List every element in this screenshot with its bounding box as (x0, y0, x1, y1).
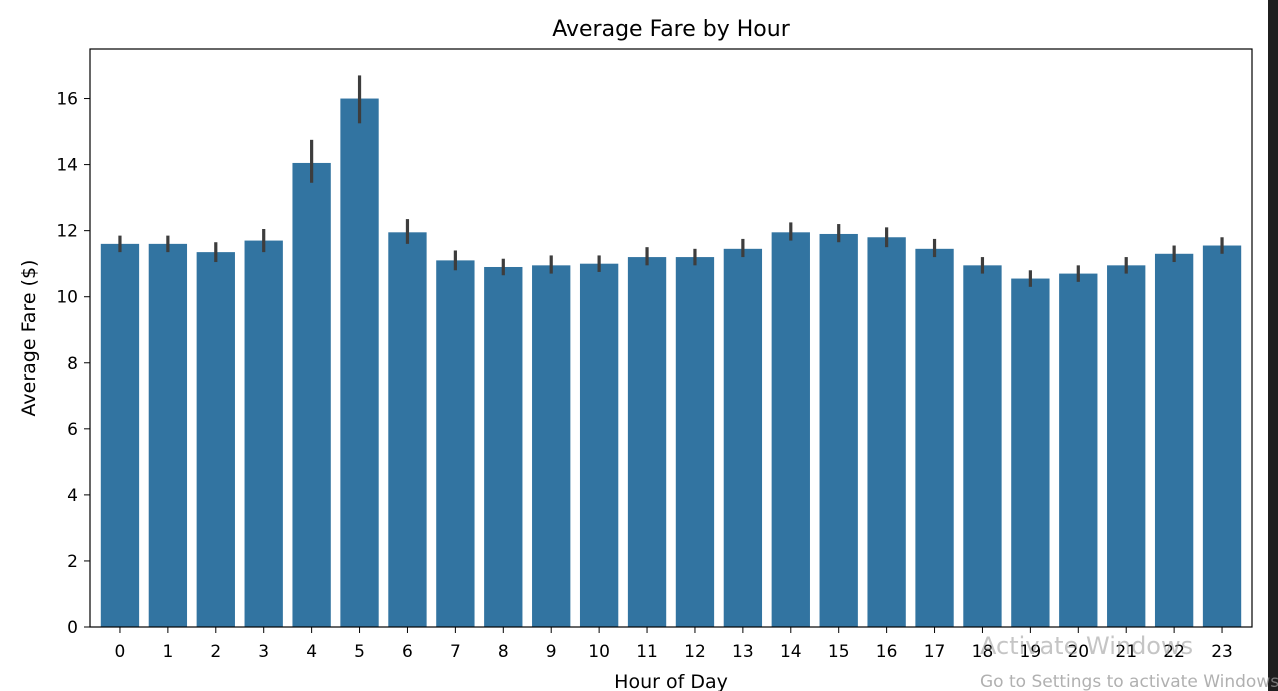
chart-title: Average Fare by Hour (552, 17, 790, 42)
bar-hour-21 (1107, 265, 1146, 627)
y-tick-label: 10 (56, 288, 78, 308)
bar-hour-4 (292, 162, 331, 627)
y-tick-label: 14 (56, 156, 78, 176)
bar-hour-15 (819, 233, 858, 627)
x-tick-label: 18 (972, 642, 994, 662)
x-tick-label: 4 (306, 642, 317, 662)
x-tick-label: 6 (402, 642, 413, 662)
x-tick-label: 12 (684, 642, 706, 662)
axis-ticks-group: 0 1 2 3 4 5 6 7 8 9 10 11 12 13 14 15 16 17 18 19 20 21 22 2302… (56, 90, 1233, 662)
bar-hour-1 (148, 243, 188, 627)
x-tick-label: 14 (780, 642, 802, 662)
bar-hour-2 (196, 252, 235, 627)
bar-hour-11 (627, 257, 667, 627)
x-tick-label: 23 (1211, 642, 1233, 662)
bar-hour-23 (1202, 245, 1242, 627)
x-tick-label: 16 (876, 642, 898, 662)
y-tick-label: 8 (67, 354, 78, 374)
x-tick-label: 21 (1115, 642, 1137, 662)
x-tick-label: 9 (546, 642, 557, 662)
bar-hour-16 (867, 237, 906, 627)
x-tick-label: 1 (162, 642, 173, 662)
bar-hour-20 (1059, 273, 1098, 627)
x-tick-label: 17 (924, 642, 946, 662)
error-bars-group (118, 75, 1224, 287)
y-tick-label: 4 (67, 486, 78, 506)
x-tick-label: 2 (210, 642, 221, 662)
x-tick-label: 22 (1163, 642, 1185, 662)
x-tick-label: 11 (636, 642, 658, 662)
y-tick-label: 2 (67, 552, 78, 572)
bar-hour-17 (915, 248, 954, 627)
x-tick-label: 19 (1020, 642, 1042, 662)
bar-hour-19 (1011, 278, 1050, 627)
bar-hour-9 (532, 265, 571, 627)
bar-hour-6 (388, 232, 427, 627)
bar-hour-12 (675, 257, 715, 627)
x-tick-label: 10 (588, 642, 610, 662)
y-tick-label: 0 (67, 618, 78, 638)
x-axis-label: Hour of Day (614, 671, 728, 691)
x-tick-label: 8 (498, 642, 509, 662)
x-tick-label: 20 (1067, 642, 1089, 662)
bars-group (100, 98, 1242, 628)
bar-hour-18 (963, 265, 1002, 627)
x-tick-label: 15 (828, 642, 850, 662)
bar-hour-8 (484, 266, 523, 627)
x-tick-label: 7 (450, 642, 461, 662)
bar-hour-13 (723, 248, 763, 627)
y-tick-label: 16 (56, 90, 78, 110)
x-tick-label: 3 (258, 642, 269, 662)
y-axis-label: Average Fare ($) (18, 260, 40, 417)
y-tick-label: 6 (67, 420, 78, 440)
bar-hour-22 (1154, 253, 1194, 627)
bar-hour-3 (244, 240, 283, 627)
x-tick-label: 5 (354, 642, 365, 662)
bar-hour-7 (436, 260, 475, 627)
bar-hour-14 (771, 232, 810, 627)
bar-hour-0 (100, 243, 140, 627)
bar-hour-5 (340, 98, 379, 628)
x-tick-label: 0 (115, 642, 126, 662)
y-tick-label: 12 (56, 222, 78, 242)
bar-hour-10 (579, 263, 619, 627)
plot-frame (89, 48, 1253, 628)
x-tick-label: 13 (732, 642, 754, 662)
